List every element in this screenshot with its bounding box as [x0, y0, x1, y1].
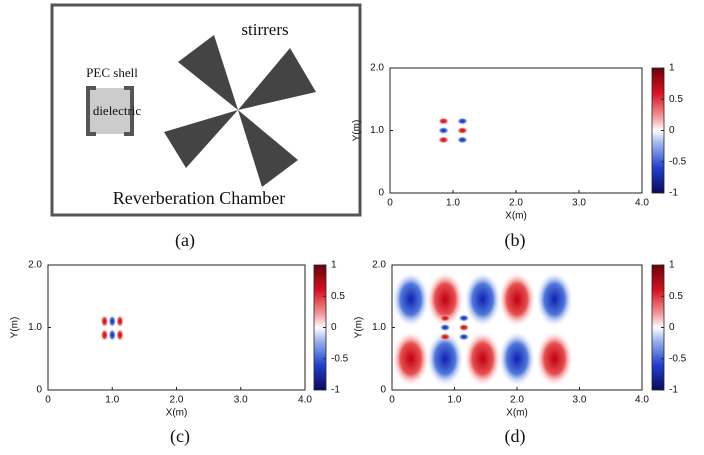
field-lobe [101, 329, 109, 342]
stirrers-label: stirrers [241, 20, 288, 39]
field-lobe [108, 315, 116, 328]
field-plot: 0 1.0 2.0 3.0 4.0 0 1.0 2.0 X(m) Y(m) 1 0.5 0 -0.5 -1 (… [354, 260, 687, 447]
x-tick-label: 4.0 [635, 395, 649, 406]
field-lobe [457, 136, 468, 144]
x-tick-label: 3.0 [572, 198, 586, 209]
field-plot: 0 1.0 2.0 3.0 4.0 0 1.0 2.0 X(m) Y(m) 1 0.5 0 -0.5 -1 (… [352, 63, 687, 251]
y-tick-label: 1.0 [372, 322, 386, 333]
colorbar-tick-label: 1 [669, 63, 675, 74]
colorbar-tick-label: 0.5 [669, 94, 683, 105]
figure: stirrers PEC shell dielectric Reverberat… [0, 0, 704, 455]
colorbar-tick-label: 0 [669, 322, 675, 333]
y-axis-label: Y(m) [354, 317, 365, 339]
colorbar-tick-label: 0.5 [669, 291, 683, 302]
colorbar-tick-label: -0.5 [669, 353, 687, 364]
field-lobe [498, 271, 536, 327]
x-tick-label: 2.0 [170, 395, 184, 406]
x-tick-label: 2.0 [510, 395, 524, 406]
dielectric-label: dielectric [93, 103, 142, 118]
field [438, 117, 468, 143]
y-axis-label: Y(m) [352, 120, 363, 142]
field-lobe [116, 315, 124, 328]
y-tick-label: 2.0 [370, 63, 384, 74]
x-tick-label: 0 [45, 395, 51, 406]
caption: (a) [175, 230, 195, 251]
field-lobe [457, 117, 468, 125]
colorbar-tick-label: -1 [331, 385, 340, 396]
colorbar-tick-label: 0.5 [331, 291, 345, 302]
x-axis-label: X(m) [506, 408, 528, 419]
colorbar-tick-label: 0 [331, 322, 337, 333]
x-tick-label: 2.0 [509, 198, 523, 209]
field-lobe [438, 117, 449, 125]
y-axis-label: Y(m) [10, 317, 21, 339]
field-lobe [458, 333, 469, 341]
field-lobe [457, 127, 468, 135]
x-tick-label: 3.0 [573, 395, 587, 406]
field-lobe [464, 271, 502, 327]
field-lobe [464, 331, 502, 387]
field-lobe [438, 127, 449, 135]
y-tick-label: 1.0 [370, 125, 384, 136]
field-lobe [458, 314, 469, 322]
field-lobe [108, 329, 116, 342]
field-lobe [440, 333, 451, 341]
field-lobe [536, 331, 574, 387]
x-tick-label: 1.0 [448, 395, 462, 406]
x-tick-label: 1.0 [105, 395, 119, 406]
colorbar-tick-label: -0.5 [669, 156, 687, 167]
caption: (d) [505, 426, 526, 447]
y-tick-label: 0 [378, 188, 384, 199]
x-tick-label: 4.0 [635, 198, 649, 209]
y-tick-label: 2.0 [372, 260, 386, 271]
field-lobe [116, 329, 124, 342]
field-lobe [536, 271, 574, 327]
field-lobe [101, 315, 109, 328]
field-plot: 0 1.0 2.0 3.0 4.0 0 1.0 2.0 X(m) Y(m) 1 0.5 0 -0.5 -1 (… [10, 260, 349, 447]
colorbar-tick-label: 1 [331, 260, 337, 271]
y-tick-label: 1.0 [28, 322, 42, 333]
field [392, 271, 573, 387]
field-lobe [458, 324, 469, 332]
plot-frame [48, 265, 305, 390]
colorbar-tick-label: -1 [669, 385, 678, 396]
x-tick-label: 0 [389, 395, 395, 406]
colorbar-tick-label: 1 [669, 260, 675, 271]
pec-label: PEC shell [86, 65, 138, 80]
caption: (b) [505, 230, 526, 251]
x-axis-label: X(m) [505, 211, 527, 222]
field-lobe [392, 271, 430, 327]
plot-frame [390, 68, 642, 193]
field-lobe [440, 314, 451, 322]
field-lobe [498, 331, 536, 387]
caption: (c) [170, 426, 190, 447]
y-tick-label: 2.0 [28, 260, 42, 271]
colorbar-tick-label: -1 [669, 188, 678, 199]
field-lobe [392, 331, 430, 387]
field [101, 315, 124, 341]
x-tick-label: 1.0 [446, 198, 460, 209]
x-tick-label: 0 [387, 198, 393, 209]
field-lobe [440, 324, 451, 332]
field-lobe [438, 136, 449, 144]
colorbar-tick-label: -0.5 [331, 353, 349, 364]
y-tick-label: 0 [36, 385, 42, 396]
x-tick-label: 3.0 [234, 395, 248, 406]
y-tick-label: 0 [380, 385, 386, 396]
x-tick-label: 4.0 [298, 395, 312, 406]
chamber-label: Reverberation Chamber [113, 188, 285, 208]
x-axis-label: X(m) [166, 408, 188, 419]
panel-a: stirrers PEC shell dielectric Reverberat… [52, 5, 360, 251]
colorbar-tick-label: 0 [669, 125, 675, 136]
stirrer [164, 35, 316, 187]
